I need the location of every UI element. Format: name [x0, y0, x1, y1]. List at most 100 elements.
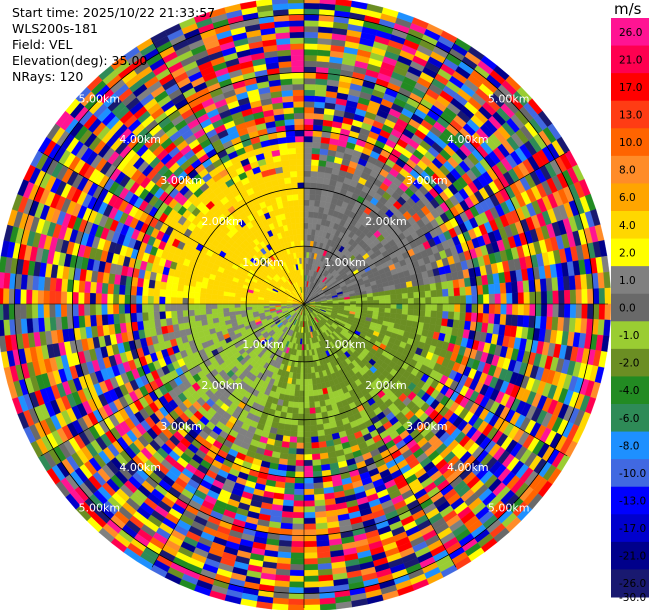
velocity-gate [306, 355, 311, 362]
velocity-gate [453, 287, 461, 297]
velocity-gate [20, 303, 27, 319]
velocity-gate [277, 551, 292, 559]
velocity-gate [394, 283, 402, 290]
velocity-gate [499, 314, 507, 326]
velocity-gate [49, 303, 56, 318]
velocity-gate [313, 482, 324, 490]
velocity-gate [312, 141, 322, 149]
velocity-gate [303, 575, 319, 583]
velocity-gate [193, 309, 201, 316]
velocity-gate [293, 488, 305, 496]
velocity-gate [228, 303, 235, 309]
velocity-gate [60, 278, 69, 292]
velocity-gate [257, 303, 264, 307]
velocity-gate [349, 298, 357, 302]
velocity-gate [465, 312, 472, 322]
velocity-gate [313, 113, 325, 120]
velocity-gate [592, 303, 600, 320]
velocity-gate [303, 581, 319, 588]
velocity-gate [176, 303, 183, 311]
velocity-gate [309, 188, 317, 195]
velocity-gate [188, 297, 195, 305]
velocity-gate [101, 293, 108, 305]
velocity-gate [303, 20, 319, 27]
velocity-gate [311, 453, 321, 461]
velocity-gate [303, 245, 308, 253]
velocity-gate [289, 564, 305, 571]
velocity-gate [454, 303, 461, 313]
velocity-gate [303, 234, 308, 241]
velocity-gate [312, 136, 322, 143]
velocity-gate [282, 499, 294, 507]
velocity-gate [378, 295, 386, 301]
velocity-gate [303, 164, 312, 172]
velocity-gate [295, 459, 305, 467]
velocity-gate [303, 535, 317, 542]
velocity-gate [314, 95, 326, 103]
velocity-gate [113, 313, 120, 325]
velocity-gate [280, 516, 293, 524]
velocity-gate [118, 284, 126, 295]
velocity-gate [43, 290, 50, 305]
velocity-gate [384, 308, 391, 314]
velocity-gate [153, 295, 160, 305]
velocity-gate [539, 316, 548, 330]
velocity-gate [310, 165, 319, 172]
velocity-gate [314, 511, 327, 519]
velocity-gate [318, 446, 328, 454]
velocity-gate [511, 314, 519, 327]
velocity-gate [314, 194, 322, 202]
velocity-gate [170, 310, 178, 319]
velocity-gate [512, 292, 519, 305]
velocity-gate [234, 300, 241, 305]
velocity-gate [436, 310, 443, 319]
velocity-gate [318, 159, 327, 167]
velocity-gate [292, 401, 299, 409]
velocity-gate [303, 413, 311, 420]
velocity-gate [257, 305, 264, 309]
velocity-gate [83, 303, 91, 316]
velocity-gate [293, 395, 300, 403]
velocity-gate [292, 517, 305, 525]
velocity-gate [488, 283, 495, 295]
velocity-gate [303, 240, 308, 247]
velocity-gate [164, 303, 172, 312]
velocity-gate [494, 303, 502, 315]
velocity-gate [20, 289, 27, 305]
velocity-gate [505, 314, 513, 326]
velocity-gate [303, 344, 307, 351]
velocity-gate [194, 314, 202, 322]
velocity-gate [303, 49, 318, 56]
velocity-gate [303, 442, 312, 449]
velocity-gate [222, 307, 230, 313]
velocity-gate [430, 289, 438, 298]
velocity-gate [303, 124, 314, 131]
velocity-gate [483, 294, 490, 305]
velocity-gate [384, 294, 391, 300]
velocity-gate [361, 297, 368, 302]
velocity-gate [287, 604, 305, 610]
velocity-gate [314, 200, 321, 207]
velocity-gate [303, 419, 311, 426]
velocity-gate [401, 309, 409, 316]
velocity-gate [124, 303, 131, 314]
velocity-gate [295, 448, 305, 455]
velocity-gate [106, 303, 114, 315]
velocity-gate [429, 283, 437, 291]
velocity-gate [303, 558, 318, 565]
velocity-gate [222, 299, 229, 305]
velocity-gate [396, 298, 403, 305]
velocity-gate [287, 453, 297, 461]
velocity-gate [296, 436, 305, 444]
velocity-gate [60, 303, 68, 317]
velocity-gate [170, 289, 178, 298]
velocity-gate [310, 176, 318, 184]
velocity-gate [413, 309, 420, 317]
velocity-gates [0, 0, 612, 610]
velocity-gate [314, 505, 326, 513]
velocity-gate [303, 598, 320, 606]
velocity-gate [319, 400, 326, 408]
velocity-gate [423, 316, 431, 325]
velocity-gate [314, 499, 326, 507]
velocity-gate [303, 14, 320, 21]
